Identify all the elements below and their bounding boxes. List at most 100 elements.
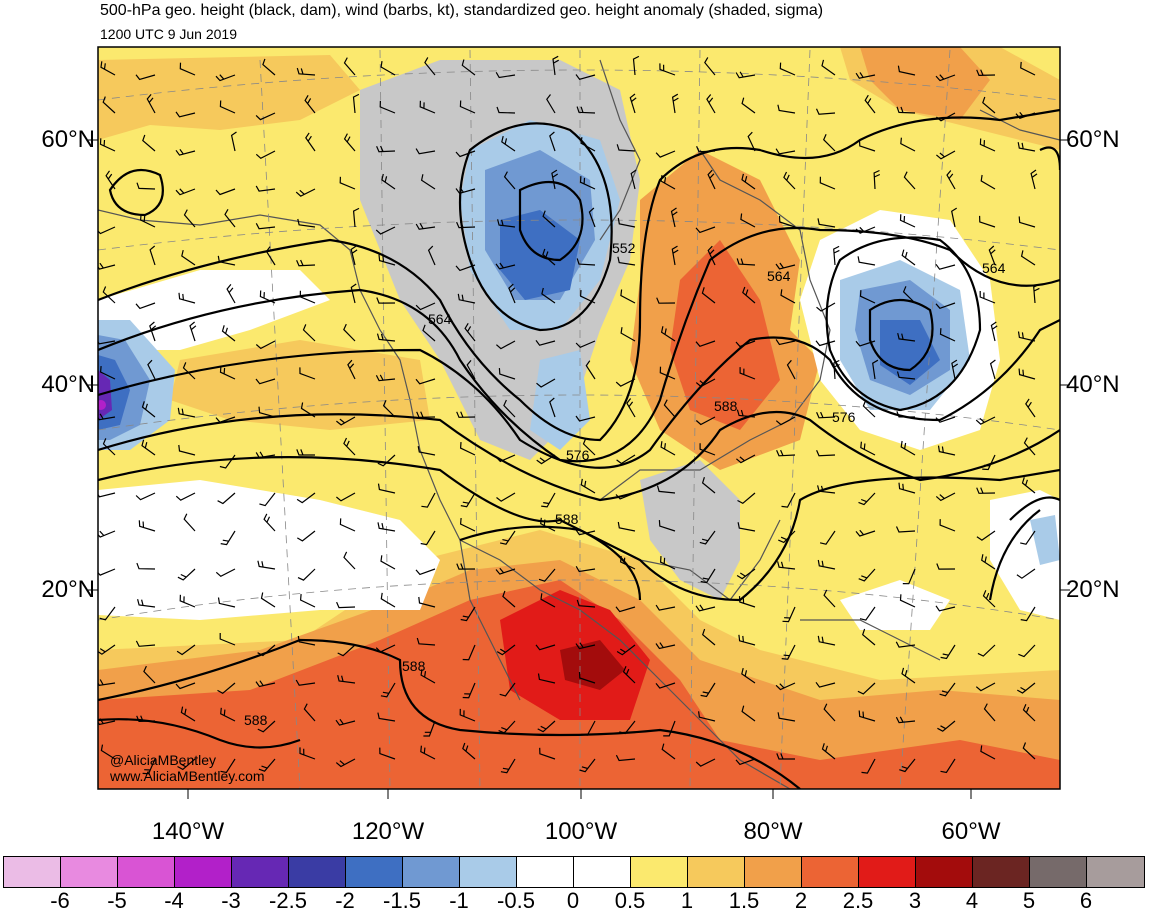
wind-barb: [977, 644, 996, 657]
wind-barb: [415, 378, 436, 385]
wind-barb: [537, 673, 556, 684]
wind-barb: [899, 594, 916, 608]
colorbar-swatch: [973, 857, 1030, 887]
colorbar-swatch: [859, 857, 916, 887]
wind-barb: [821, 743, 836, 760]
wind-barb: [177, 407, 196, 418]
wind-barb: [659, 556, 676, 570]
map-frame: [97, 46, 1061, 790]
colorbar-swatch: [403, 857, 460, 887]
wind-barb: [540, 517, 556, 532]
wind-barb: [704, 57, 716, 76]
contour-label-576: 576: [566, 447, 590, 463]
wind-barb: [502, 590, 516, 608]
wind-barb: [1017, 142, 1036, 152]
wind-barb: [700, 682, 716, 698]
wind-barb: [1020, 606, 1036, 622]
wind-barb: [817, 485, 836, 494]
wind-barb: [897, 332, 916, 342]
wind-barb: [226, 284, 236, 304]
wind-barb: [1017, 331, 1036, 342]
colorbar-swatch: [118, 857, 175, 887]
wind-barb: [350, 245, 358, 266]
wind-barb: [741, 173, 756, 190]
wind-barb: [895, 716, 916, 724]
wind-barb: [496, 106, 516, 114]
wind-barb: [737, 522, 756, 532]
wind-barb: [861, 758, 876, 774]
anomaly-shading-mexico-peak: [560, 640, 625, 690]
wind-barb: [817, 559, 836, 570]
wind-barb: [617, 521, 636, 532]
colorbar-swatch: [745, 857, 802, 887]
wind-barb: [855, 529, 876, 537]
wind-barb: [136, 182, 156, 190]
wind-barb: [620, 289, 636, 304]
wind-barb: [936, 563, 956, 570]
wind-barb: [380, 592, 396, 608]
wind-barb: [659, 63, 676, 76]
wind-barb: [296, 67, 316, 76]
colorbar-tick-label: -4: [164, 888, 184, 913]
wind-barb: [220, 758, 236, 774]
colorbar-swatch: [574, 857, 631, 887]
wind-barb: [632, 55, 640, 76]
wind-barb: [622, 666, 636, 684]
wind-barb: [833, 245, 840, 266]
wind-barb: [855, 72, 876, 79]
colorbar-swatch: [4, 857, 61, 887]
wind-barb: [462, 644, 476, 661]
wind-barb: [177, 568, 196, 581]
wind-barb: [98, 340, 116, 345]
colorbar-swatch: [346, 857, 403, 887]
lon-label-80w: 80°W: [743, 818, 803, 845]
wind-barb: [588, 207, 596, 228]
wind-barb: [496, 492, 516, 502]
wind-barb: [1030, 169, 1038, 190]
wind-barb: [139, 213, 156, 228]
anomaly-shading-nw: [98, 55, 360, 140]
wind-barb: [946, 170, 956, 190]
wind-barb: [98, 718, 116, 726]
wind-barb: [671, 93, 679, 114]
wind-barb: [180, 706, 196, 722]
wind-barb: [899, 758, 916, 773]
wind-barb: [855, 226, 876, 234]
wind-barb: [98, 679, 116, 686]
wind-barb: [421, 492, 436, 508]
colorbar-tick-label: 5: [1022, 888, 1036, 913]
wind-barb: [378, 254, 396, 266]
wind-barb: [460, 492, 476, 508]
wind-barb: [821, 59, 836, 76]
wind-barb: [859, 290, 876, 304]
wind-barb: [742, 286, 756, 304]
colorbar-tick-label: 3: [908, 888, 922, 913]
wind-barb: [495, 567, 516, 575]
wind-barb: [1017, 682, 1036, 694]
contour-label-588: 588: [402, 658, 426, 674]
wind-barb: [142, 134, 156, 152]
wind-barb: [455, 264, 476, 272]
wind-barb: [581, 720, 596, 736]
lat-label-20n-left: 20°N: [41, 576, 95, 603]
wind-barb: [175, 682, 196, 690]
credit-website: www.AliciaMBentley.com: [110, 768, 265, 784]
wind-barb: [296, 492, 316, 504]
wind-barb: [136, 715, 156, 723]
wind-barb: [901, 249, 916, 266]
wind-barb: [630, 169, 637, 190]
wind-barb: [420, 669, 436, 684]
wind-barb: [424, 57, 436, 76]
wind-barb: [902, 568, 916, 585]
colorbar-tick-label: 6: [1079, 888, 1093, 913]
colorbar-tick-label: -1: [449, 888, 469, 913]
colorbar-swatch: [688, 857, 745, 887]
wind-barb: [736, 258, 756, 266]
wind-barb: [575, 566, 596, 573]
colorbar-tick-label: -2.5: [269, 888, 307, 913]
wind-barb: [295, 679, 316, 686]
wind-barb: [102, 96, 116, 114]
wind-barb: [380, 61, 396, 76]
wind-barb: [255, 680, 276, 688]
wind-barb: [265, 246, 276, 266]
